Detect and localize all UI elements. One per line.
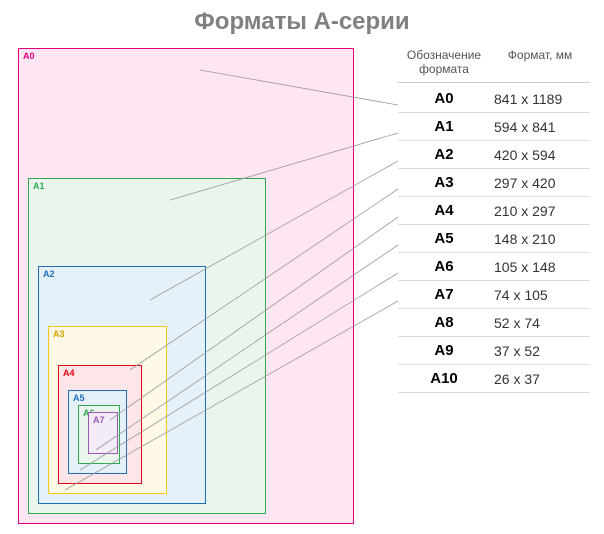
- table-row: A4210 х 297: [398, 197, 590, 225]
- paper-label-a7: A7: [93, 415, 105, 425]
- paper-a7: A7: [88, 412, 118, 454]
- paper-label-a1: A1: [33, 181, 45, 191]
- table-header: Обозначение формата Формат, мм: [398, 48, 590, 83]
- row-label: A6: [398, 258, 490, 275]
- paper-label-a5: A5: [73, 393, 85, 403]
- table-row: A852 х 74: [398, 309, 590, 337]
- row-label: A3: [398, 174, 490, 191]
- row-dim: 37 х 52: [490, 343, 590, 359]
- row-dim: 26 х 37: [490, 371, 590, 387]
- table-row: A6105 х 148: [398, 253, 590, 281]
- row-label: A1: [398, 118, 490, 135]
- row-dim: 105 х 148: [490, 259, 590, 275]
- row-label: A10: [398, 370, 490, 387]
- row-label: A4: [398, 202, 490, 219]
- row-dim: 74 х 105: [490, 287, 590, 303]
- table-row: A0841 х 1189: [398, 85, 590, 113]
- table-row: A3297 х 420: [398, 169, 590, 197]
- paper-diagram: A0A1A2A3A4A5A6A7: [18, 44, 398, 524]
- col-header-label: Обозначение формата: [398, 48, 490, 76]
- row-dim: 841 х 1189: [490, 91, 590, 107]
- col-header-dim: Формат, мм: [490, 48, 590, 76]
- row-label: A7: [398, 286, 490, 303]
- row-dim: 594 х 841: [490, 119, 590, 135]
- paper-label-a3: A3: [53, 329, 65, 339]
- page-title: Форматы А-серии: [0, 0, 604, 40]
- row-dim: 420 х 594: [490, 147, 590, 163]
- table-row: A774 х 105: [398, 281, 590, 309]
- table-row: A1026 х 37: [398, 365, 590, 393]
- row-dim: 148 х 210: [490, 231, 590, 247]
- row-label: A8: [398, 314, 490, 331]
- row-label: A5: [398, 230, 490, 247]
- row-dim: 297 х 420: [490, 175, 590, 191]
- table-row: A2420 х 594: [398, 141, 590, 169]
- table-row: A937 х 52: [398, 337, 590, 365]
- row-label: A9: [398, 342, 490, 359]
- row-dim: 52 х 74: [490, 315, 590, 331]
- row-dim: 210 х 297: [490, 203, 590, 219]
- paper-label-a2: A2: [43, 269, 55, 279]
- table-row: A1594 х 841: [398, 113, 590, 141]
- row-label: A0: [398, 90, 490, 107]
- row-label: A2: [398, 146, 490, 163]
- table-row: A5148 х 210: [398, 225, 590, 253]
- paper-label-a0: A0: [23, 51, 35, 61]
- size-table: Обозначение формата Формат, мм A0841 х 1…: [398, 48, 590, 393]
- paper-label-a4: A4: [63, 368, 75, 378]
